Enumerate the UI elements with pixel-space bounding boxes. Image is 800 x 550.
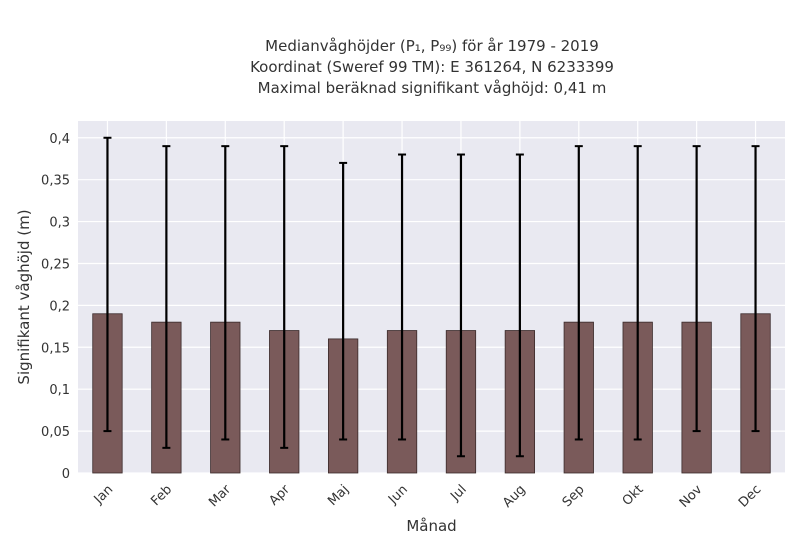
chart-title-line: Medianvåghöjder (P₁, P₉₉) för år 1979 - …: [265, 37, 599, 55]
y-axis-label: Signifikant våghöjd (m): [15, 209, 33, 384]
y-tick-label: 0,1: [49, 383, 70, 398]
error-bar-apr: [280, 145, 289, 449]
error-bar-aug: [515, 153, 524, 458]
y-tick-label: 0,3: [49, 216, 70, 231]
error-bar-nov: [692, 145, 701, 433]
x-axis-ticks: Jan Feb Mar Apr Maj Jun Jul Aug Sep Okt Nov Dec: [91, 482, 765, 511]
x-tick-label: Nov: [677, 482, 706, 511]
chart-title-line: Maximal beräknad signifikant våghöjd: 0,…: [258, 79, 607, 97]
error-bar-sep: [574, 145, 583, 441]
chart-title: Medianvåghöjder (P₁, P₉₉) för år 1979 - …: [250, 37, 614, 97]
x-axis-label: Månad: [406, 517, 456, 535]
y-tick-label: 0,05: [41, 425, 70, 440]
x-tick-label: Maj: [325, 482, 352, 509]
chart-title-line: Koordinat (Sweref 99 TM): E 361264, N 62…: [250, 58, 614, 76]
error-bar-mar: [221, 145, 230, 441]
error-bar-dec: [751, 145, 760, 433]
error-bar-jun: [398, 153, 407, 441]
x-tick-label: Jun: [385, 482, 411, 508]
error-bar-jul: [456, 153, 465, 458]
y-tick-label: 0,2: [49, 299, 70, 314]
y-tick-label: 0,15: [41, 341, 70, 356]
x-tick-label: Okt: [620, 482, 647, 509]
x-tick-label: Jul: [447, 482, 469, 504]
error-bar-feb: [162, 145, 171, 449]
error-bar-maj: [339, 161, 348, 441]
x-tick-label: Dec: [736, 482, 764, 510]
x-tick-label: Mar: [206, 482, 234, 510]
error-bars: [103, 136, 760, 458]
x-tick-label: Aug: [500, 482, 529, 511]
plot-area: [78, 121, 785, 473]
y-tick-label: 0,35: [41, 174, 70, 189]
y-axis-ticks: 0 0,05 0,1 0,15 0,2 0,25 0,3 0,35 0,4: [41, 132, 70, 482]
x-tick-label: Feb: [148, 482, 175, 509]
x-tick-label: Sep: [560, 482, 588, 510]
y-tick-label: 0: [62, 467, 70, 482]
error-bar-jan: [103, 136, 112, 433]
y-tick-label: 0,25: [41, 257, 70, 272]
x-tick-label: Jan: [91, 482, 116, 507]
x-tick-label: Apr: [267, 482, 294, 509]
y-tick-label: 0,4: [49, 132, 70, 147]
error-bar-okt: [633, 145, 642, 441]
